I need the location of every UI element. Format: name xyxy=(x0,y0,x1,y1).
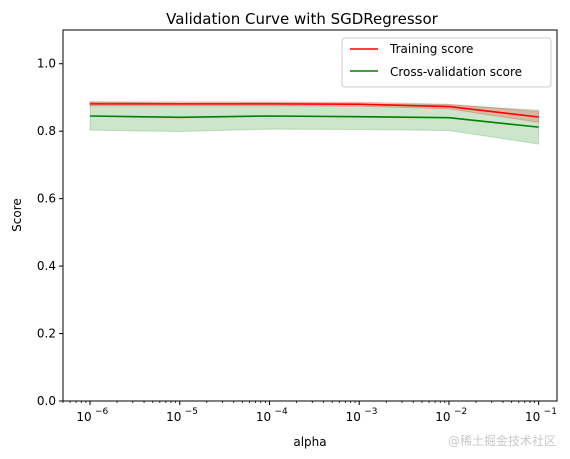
band-series-0 xyxy=(89,101,540,123)
y-axis: 0.0 0.2 0.4 0.6 0.8 1.0 xyxy=(37,57,63,408)
x-tick-exponent: −5 xyxy=(185,407,198,417)
y-tick-label: 0.2 xyxy=(37,327,56,341)
x-tick-label: 10 xyxy=(76,410,91,424)
series-lines xyxy=(90,103,539,128)
legend: Training score Cross-validation score xyxy=(341,37,552,88)
x-axis-label: alpha xyxy=(293,435,326,449)
x-tick-exponent: −3 xyxy=(364,407,377,417)
plot-frame xyxy=(62,29,558,402)
confidence-bands xyxy=(89,101,540,145)
y-tick-label: 1.0 xyxy=(37,57,56,71)
x-tick-label: 10 xyxy=(256,410,271,424)
legend-label-cross-validation: Cross-validation score xyxy=(390,65,522,79)
x-axis: 10 −6 10 −5 10 −4 10 −3 10 −2 10 −1 xyxy=(62,401,557,424)
x-tick-label: 10 xyxy=(525,410,540,424)
chart-title: Validation Curve with SGDRegressor xyxy=(166,10,439,28)
x-tick-label: 10 xyxy=(346,410,361,424)
y-tick-label: 0.0 xyxy=(37,394,56,408)
x-tick-exponent: −1 xyxy=(544,407,557,417)
line-series-1 xyxy=(90,115,539,128)
x-tick-exponent: −4 xyxy=(274,407,288,417)
x-tick-label: 10 xyxy=(435,410,450,424)
legend-box xyxy=(341,37,552,88)
x-tick-exponent: −6 xyxy=(95,407,109,417)
watermark-text: @稀土掘金技术社区 xyxy=(447,434,556,448)
line-series-0 xyxy=(90,103,539,118)
band-series-1 xyxy=(89,101,540,145)
y-axis-label: Score xyxy=(10,198,24,232)
x-tick-exponent: −2 xyxy=(454,407,467,417)
y-tick-label: 0.8 xyxy=(37,124,56,138)
x-tick-label: 10 xyxy=(166,410,181,424)
y-tick-label: 0.6 xyxy=(37,192,56,206)
legend-label-training: Training score xyxy=(389,42,473,56)
y-tick-label: 0.4 xyxy=(37,259,56,273)
